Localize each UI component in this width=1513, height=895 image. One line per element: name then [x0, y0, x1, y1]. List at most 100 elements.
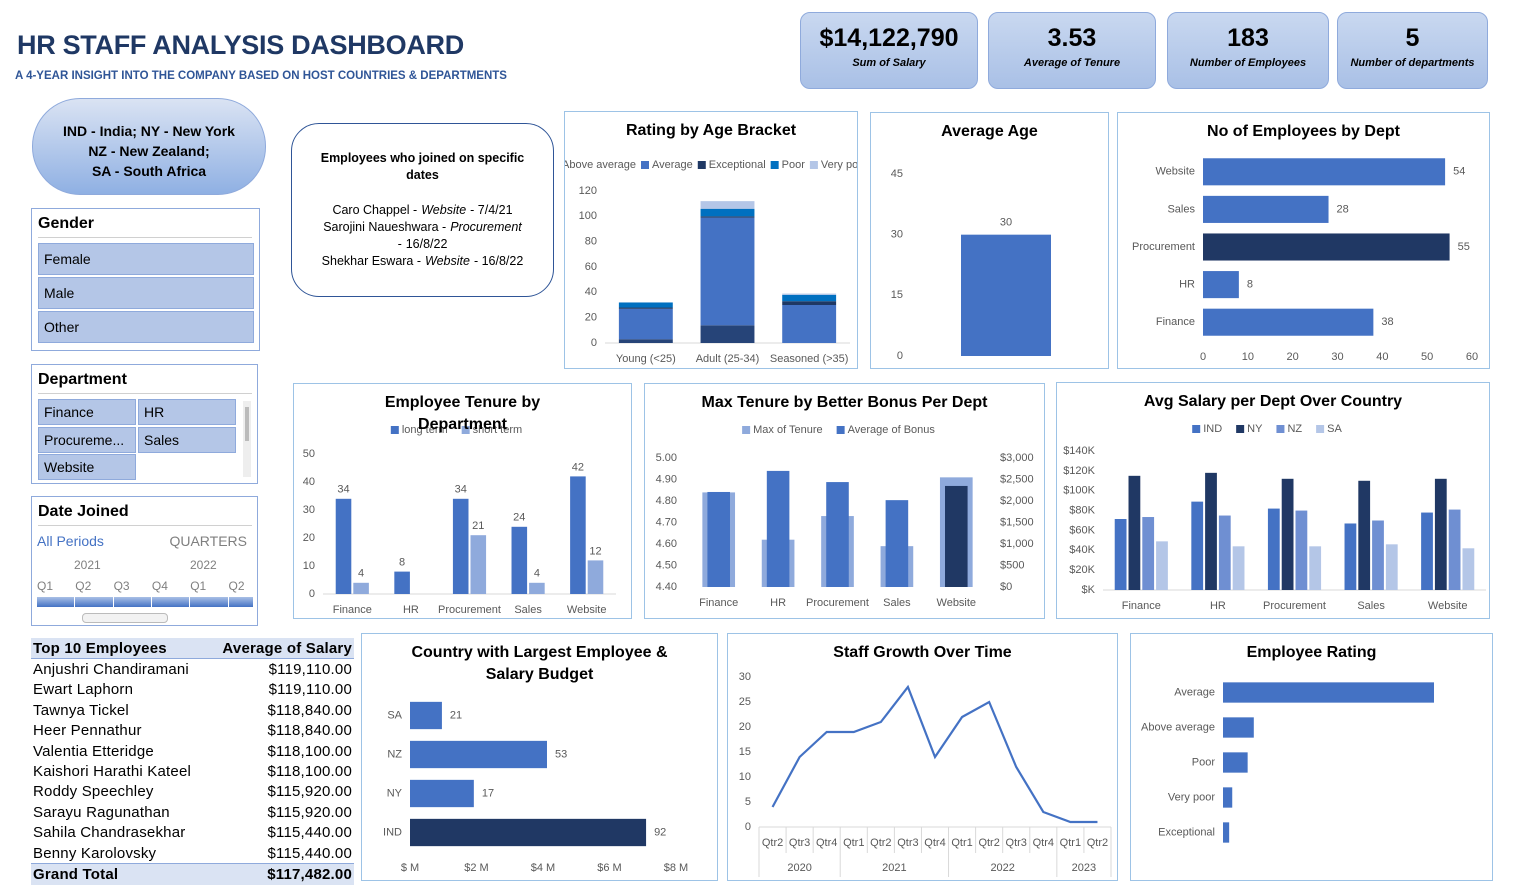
- quarter-label[interactable]: Q1: [190, 579, 207, 593]
- x-tick-label: Young (<25): [616, 353, 676, 365]
- data-label: 34: [337, 484, 349, 496]
- chart-title: Rating by Age Bracket: [625, 122, 797, 139]
- table-row: Kaishori Harathi Kateel $118,100.00: [31, 761, 354, 781]
- slicer-item[interactable]: HR: [138, 399, 236, 425]
- bar: [529, 582, 545, 594]
- category-label: HR: [1179, 279, 1195, 291]
- cell: $115,920.00: [267, 783, 352, 801]
- bar: [511, 526, 528, 594]
- timeline-divider: [189, 597, 191, 607]
- x-tick-label: Seasoned (>35): [770, 353, 849, 365]
- note-entry: Shekhar Eswara - Website - 16/8/22: [306, 253, 539, 270]
- bar: [1114, 519, 1127, 590]
- quarter-label[interactable]: Q2: [75, 579, 92, 593]
- table-row: Grand Total $117,482.00: [31, 863, 354, 885]
- y-tick-label: 30: [739, 671, 751, 683]
- category-label: Procurement: [1132, 241, 1195, 253]
- join-date: - 7/4/21: [470, 203, 513, 217]
- slicer-item[interactable]: Female: [38, 243, 254, 275]
- cell: $118,840.00: [267, 701, 352, 719]
- slicer[interactable]: Date Joined All Periods QUARTERS 2021 202…: [31, 496, 258, 626]
- y-tick-label: 120: [579, 185, 597, 197]
- slicer-item[interactable]: Male: [38, 277, 254, 309]
- x-tick-label: HR: [770, 597, 786, 609]
- x-tick-label: 20: [1287, 351, 1299, 363]
- slicer-item[interactable]: Other: [38, 311, 254, 343]
- kpi-value: 3.53: [1047, 24, 1097, 52]
- y-tick-label: $2,000: [1000, 495, 1034, 507]
- bar: [1358, 480, 1371, 590]
- legend-label: Very poor: [821, 159, 857, 171]
- scroll-thumb[interactable]: [245, 407, 249, 441]
- chart-title: Country with Largest Employee & Salary B…: [411, 644, 668, 683]
- slicer-item[interactable]: Website: [38, 454, 136, 480]
- chart-title: Avg Salary per Dept Over Country: [1143, 393, 1403, 410]
- bar: [587, 560, 604, 594]
- legend-label: Above average: [565, 159, 636, 171]
- data-label: 4: [358, 568, 364, 580]
- time-level[interactable]: QUARTERS: [169, 533, 247, 549]
- slicer-item[interactable]: Sales: [138, 426, 236, 453]
- scrollbar[interactable]: [243, 401, 251, 477]
- timeline-bar[interactable]: [36, 597, 253, 607]
- legend-swatch: [461, 426, 470, 434]
- cell: Ewart Laphorn: [33, 681, 134, 699]
- bar: [410, 701, 442, 730]
- y-tick-label: 30: [303, 504, 315, 516]
- kpi-value: 183: [1227, 24, 1269, 52]
- dashboard-title: HR STAFF ANALYSIS DASHBOARD: [17, 30, 464, 60]
- employee-name: Caro Chappel -: [332, 203, 418, 217]
- quarter-label[interactable]: Q2: [228, 579, 245, 593]
- kpi-card: 3.53 Average of Tenure: [988, 12, 1156, 89]
- x-tick-label: HR: [1210, 600, 1226, 612]
- bar: [1421, 512, 1433, 590]
- data-label: 53: [555, 748, 567, 760]
- x-tick-label: 50: [1421, 351, 1433, 363]
- department: Website: [421, 203, 467, 217]
- table-row: Valentia Etteridge $118,100.00: [31, 741, 354, 761]
- kpi-value: 5: [1405, 24, 1420, 52]
- bar: [826, 482, 849, 587]
- data-label: 17: [482, 787, 494, 799]
- x-tick-label: Qtr1: [951, 837, 972, 849]
- bar: [410, 740, 547, 769]
- x-tick-label: Qtr2: [762, 837, 783, 849]
- data-label: 55: [1458, 241, 1470, 253]
- y-tick-label: $0: [1000, 581, 1012, 593]
- employee-name: Shekhar Eswara -: [321, 254, 422, 268]
- y-tick-label: $2,500: [1000, 473, 1034, 485]
- slicer[interactable]: Gender Female Male Other: [31, 208, 260, 351]
- y-tick-label: 4.60: [656, 538, 677, 550]
- y-tick-label: $60K: [1069, 524, 1095, 536]
- cell: Average of Salary: [222, 639, 352, 657]
- bar: [1203, 308, 1374, 336]
- x-tick-label: Website: [937, 597, 977, 609]
- table-row: Tawnya Tickel $118,840.00: [31, 700, 354, 720]
- bar: [885, 500, 909, 587]
- chart: SA 21 NZ 53 NY 17 IND 92 $ M $2 M $4 M $6 M $8 M: [383, 701, 688, 874]
- chart-panel: 4.40 4.50 4.60 4.70 4.80 4.90 5.00 $0 $500 $1,000…: [644, 383, 1045, 619]
- quarter-label[interactable]: Q4: [151, 579, 168, 593]
- all-periods[interactable]: All Periods: [37, 533, 104, 549]
- x-group-label: 2022: [990, 862, 1014, 874]
- table-row: Sarayu Ragunathan $115,920.00: [31, 802, 354, 822]
- bar: [707, 491, 730, 587]
- slicer-title: Date Joined: [38, 503, 252, 526]
- y-tick-label: $140K: [1063, 445, 1095, 457]
- timeline-scroll[interactable]: [82, 613, 168, 623]
- y-tick-label: $120K: [1063, 465, 1095, 477]
- cell: $115,920.00: [267, 803, 352, 821]
- slicer-item[interactable]: Procureme...: [38, 426, 136, 453]
- slicer[interactable]: Department Finance HR Procureme... Sales Web…: [31, 364, 258, 484]
- y-tick-label: 20: [303, 532, 315, 544]
- bar: [1203, 271, 1239, 299]
- quarter-label[interactable]: Q1: [37, 579, 54, 593]
- quarter-label[interactable]: Q3: [113, 579, 130, 593]
- bar-segment: [782, 294, 837, 302]
- bar: [1128, 475, 1141, 590]
- y-tick-label: $40K: [1069, 544, 1095, 556]
- slicer-item[interactable]: Finance: [38, 399, 136, 425]
- y-tick-label: $500: [1000, 559, 1024, 571]
- x-tick-label: Qtr3: [897, 837, 918, 849]
- table-row: Heer Pennathur $118,840.00: [31, 721, 354, 741]
